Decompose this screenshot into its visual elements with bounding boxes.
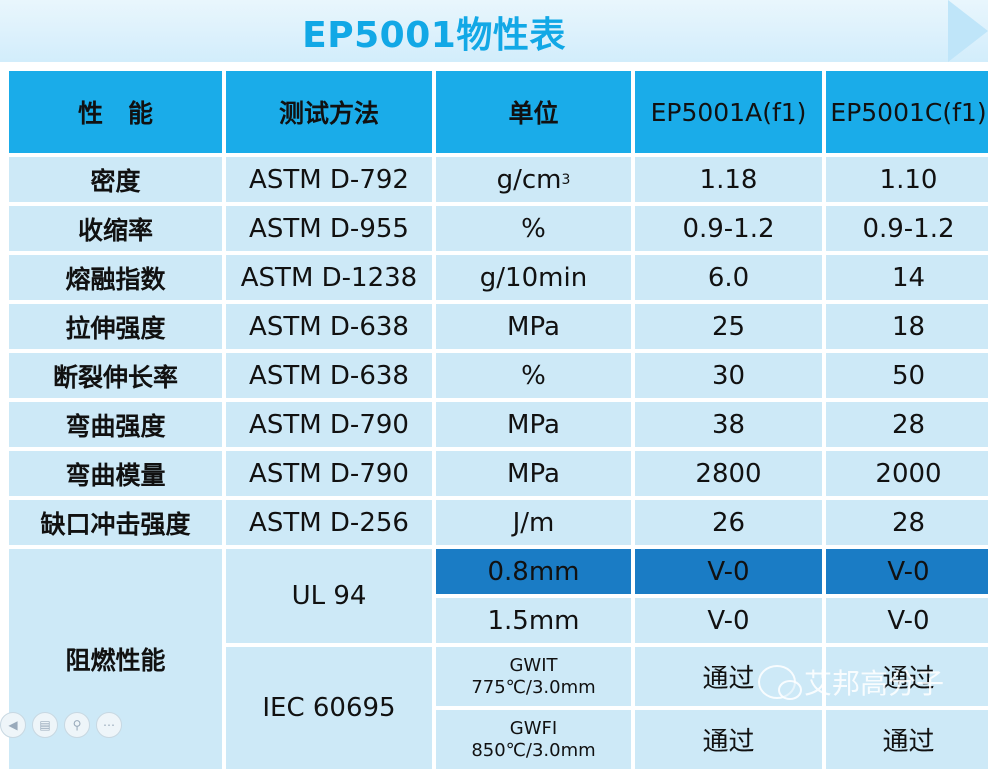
value-c: 通过 [826,710,988,769]
value-a: 26 [635,500,822,545]
unit-cell: MPa [436,451,631,496]
value-a: 6.0 [635,255,822,300]
zoom-icon[interactable]: ⚲ [64,712,90,738]
more-icon[interactable]: ⋯ [96,712,122,738]
value-a: V-0 [635,598,822,643]
value-a: 0.9-1.2 [635,206,822,251]
value-a: 25 [635,304,822,349]
test-method: ASTM D-955 [226,206,432,251]
property-table: 性 能 测试方法 单位 EP5001A(f1) EP5001C(f1) 密度 A… [9,71,988,769]
property-label: 熔融指数 [9,255,222,300]
unit-cell: % [436,206,631,251]
back-icon[interactable]: ◀ [0,712,26,738]
test-method-ul94: UL 94 [226,549,432,643]
property-label: 密度 [9,157,222,202]
value-a: 1.18 [635,157,822,202]
test-method: ASTM D-256 [226,500,432,545]
banner-arrow-shape [948,0,988,62]
header-test-method: 测试方法 [226,71,432,153]
value-c: V-0 [826,549,988,594]
unit-line1: GWIT [509,654,558,676]
header-ep5001c: EP5001C(f1) [826,71,988,153]
bottom-toolbar: ◀ ▤ ⚲ ⋯ [0,712,122,738]
watermark: 艾邦高分子 [758,662,944,702]
test-method: ASTM D-790 [226,451,432,496]
unit-line2: 775℃/3.0mm [471,676,596,698]
header-ep5001a: EP5001A(f1) [635,71,822,153]
unit-cell: g/10min [436,255,631,300]
property-label: 收缩率 [9,206,222,251]
unit-cell: g/cm 3 [436,157,631,202]
value-c: 28 [826,402,988,447]
value-c: 50 [826,353,988,398]
test-method: ASTM D-638 [226,353,432,398]
watermark-text: 艾邦高分子 [804,667,945,700]
unit-gwfi: GWFI 850℃/3.0mm [436,710,631,769]
value-c: 1.10 [826,157,988,202]
value-a: 38 [635,402,822,447]
property-label: 弯曲强度 [9,402,222,447]
unit-cell: MPa [436,402,631,447]
value-c: 18 [826,304,988,349]
page-title: EP5001物性表 [302,15,566,56]
test-method: ASTM D-638 [226,304,432,349]
unit-cell: % [436,353,631,398]
value-c: 通过 [826,647,988,706]
unit-thickness: 1.5mm [436,598,631,643]
test-method-iec: IEC 60695 [226,647,432,769]
header-unit: 单位 [436,71,631,153]
value-c: 2000 [826,451,988,496]
test-method: ASTM D-1238 [226,255,432,300]
value-c: V-0 [826,598,988,643]
value-c: 0.9-1.2 [826,206,988,251]
wechat-icon [758,665,802,700]
unit-cell: MPa [436,304,631,349]
unit-line1: GWFI [509,717,558,739]
property-label: 断裂伸长率 [9,353,222,398]
property-label: 缺口冲击强度 [9,500,222,545]
property-label: 弯曲模量 [9,451,222,496]
page-icon[interactable]: ▤ [32,712,58,738]
value-c: 14 [826,255,988,300]
value-a: V-0 [635,549,822,594]
unit-line2: 850℃/3.0mm [471,739,596,761]
test-method: ASTM D-790 [226,402,432,447]
value-a: 30 [635,353,822,398]
property-label: 拉伸强度 [9,304,222,349]
unit-base: g/cm [496,164,562,195]
title-banner [0,0,988,62]
value-a: 通过 [635,710,822,769]
unit-cell: J/m [436,500,631,545]
test-method: ASTM D-792 [226,157,432,202]
unit-thickness: 0.8mm [436,549,631,594]
unit-gwit: GWIT 775℃/3.0mm [436,647,631,706]
value-a: 2800 [635,451,822,496]
header-property: 性 能 [9,71,222,153]
value-c: 28 [826,500,988,545]
